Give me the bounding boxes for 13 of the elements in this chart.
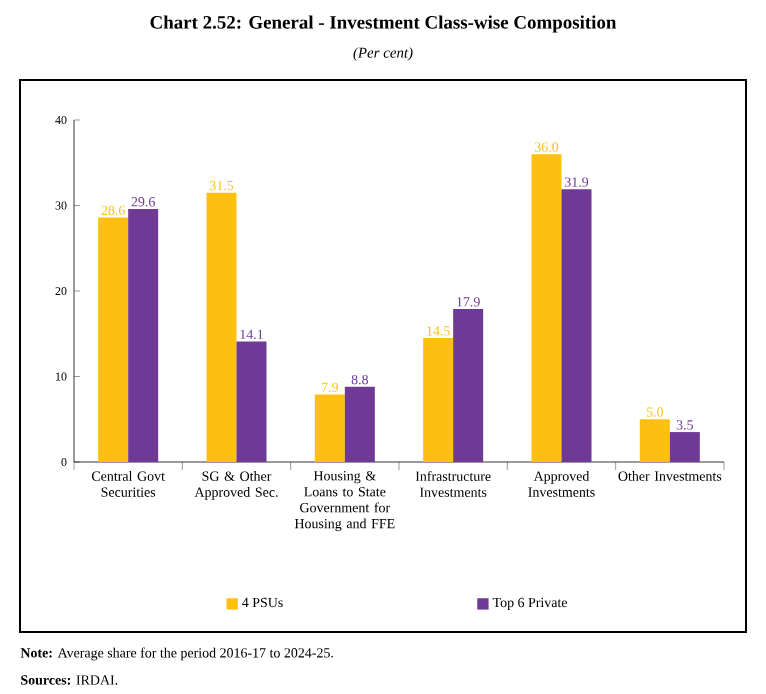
bar bbox=[344, 386, 375, 462]
bar bbox=[128, 208, 159, 462]
bar bbox=[98, 217, 129, 462]
bar bbox=[423, 338, 454, 462]
bar bbox=[453, 308, 484, 462]
bar bbox=[314, 394, 345, 462]
bar bbox=[531, 154, 562, 462]
bar bbox=[561, 189, 592, 462]
bar bbox=[236, 341, 267, 462]
bar bbox=[206, 192, 237, 462]
bar bbox=[669, 432, 700, 462]
bar bbox=[639, 419, 670, 462]
chart-title: Chart 2.52: General - Investment Class-wise Composition bbox=[150, 15, 617, 33]
